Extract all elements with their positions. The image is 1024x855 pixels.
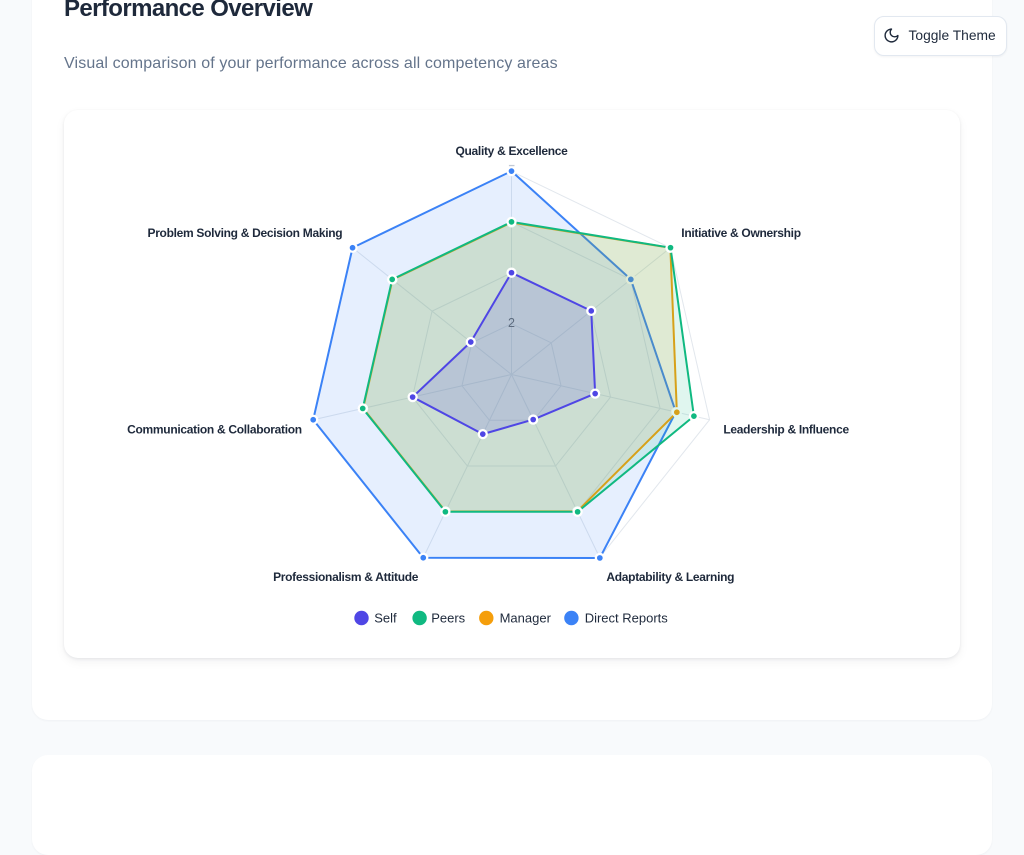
svg-text:Peers: Peers xyxy=(431,610,465,625)
svg-text:Professionalism & Attitude: Professionalism & Attitude xyxy=(273,570,419,584)
svg-text:Adaptability & Learning: Adaptability & Learning xyxy=(606,570,734,584)
svg-text:2: 2 xyxy=(508,316,515,330)
svg-text:Quality & Excellence: Quality & Excellence xyxy=(455,144,568,158)
svg-text:Self: Self xyxy=(374,610,397,625)
svg-text:Communication & Collaboration: Communication & Collaboration xyxy=(127,422,302,436)
svg-text:Direct Reports: Direct Reports xyxy=(585,610,669,625)
svg-text:Problem Solving & Decision Mak: Problem Solving & Decision Making xyxy=(147,225,342,239)
svg-text:Leadership & Influence: Leadership & Influence xyxy=(723,422,849,436)
svg-text:Manager: Manager xyxy=(500,610,552,625)
svg-text:Initiative & Ownership: Initiative & Ownership xyxy=(681,226,800,240)
